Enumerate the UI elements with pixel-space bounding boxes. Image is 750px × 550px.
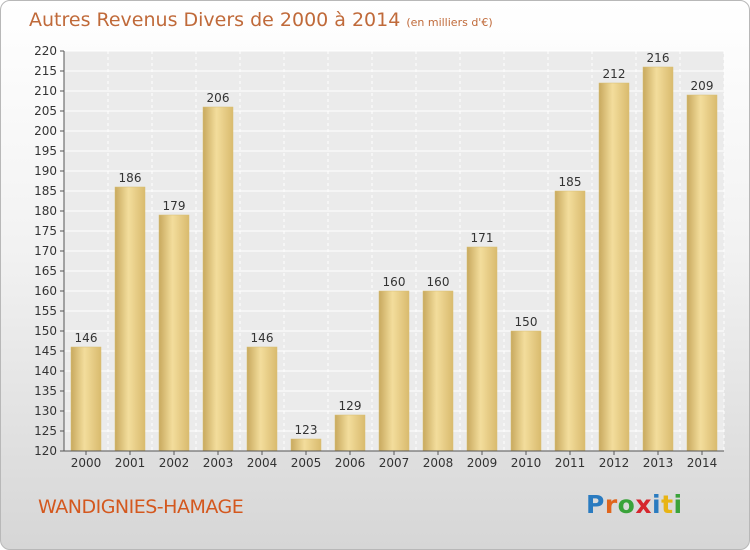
y-tick-label: 185 <box>34 184 57 198</box>
y-tick-label: 190 <box>34 164 57 178</box>
chart-title: Autres Revenus Divers de 2000 à 2014 (en … <box>29 9 493 31</box>
bar <box>246 346 278 452</box>
bar-value-label: 146 <box>75 331 98 345</box>
logo-letter: o <box>617 490 636 519</box>
bar <box>466 246 498 452</box>
bar <box>642 66 674 452</box>
x-tick-label: 2003 <box>203 456 234 470</box>
y-tick-label: 120 <box>34 444 57 458</box>
bar-value-label: 185 <box>559 175 582 189</box>
x-tick-label: 2008 <box>423 456 454 470</box>
bar <box>686 94 718 452</box>
y-tick-label: 160 <box>34 284 57 298</box>
x-tick-label: 2011 <box>555 456 586 470</box>
bar-value-label: 186 <box>119 171 142 185</box>
y-tick-label: 220 <box>34 44 57 58</box>
y-tick-label: 150 <box>34 324 57 338</box>
logo-letter: r <box>604 490 618 519</box>
bar <box>202 106 234 452</box>
y-tick-label: 165 <box>34 264 57 278</box>
y-tick-label: 170 <box>34 244 57 258</box>
x-tick-label: 2012 <box>599 456 630 470</box>
bar <box>598 82 630 452</box>
bar <box>70 346 102 452</box>
bar <box>422 290 454 452</box>
y-tick-label: 125 <box>34 424 57 438</box>
x-tick-label: 2010 <box>511 456 542 470</box>
place-name: WANDIGNIES-HAMAGE <box>38 496 244 518</box>
x-tick-label: 2004 <box>247 456 278 470</box>
y-tick-label: 175 <box>34 224 57 238</box>
x-tick-label: 2002 <box>159 456 190 470</box>
y-tick-label: 135 <box>34 384 57 398</box>
bar-value-label: 129 <box>339 399 362 413</box>
logo-letter: P <box>586 490 605 519</box>
title-unit: (en milliers d'€) <box>406 16 493 29</box>
x-tick-label: 2014 <box>687 456 718 470</box>
x-tick-label: 2009 <box>467 456 498 470</box>
x-tick-label: 2006 <box>335 456 366 470</box>
logo-letter: i <box>652 490 662 519</box>
bar <box>158 214 190 452</box>
bar-value-label: 209 <box>691 79 714 93</box>
logo-letter: x <box>635 490 652 519</box>
y-tick-label: 155 <box>34 304 57 318</box>
x-tick-label: 2001 <box>115 456 146 470</box>
title-main: Autres Revenus Divers de 2000 à 2014 <box>29 9 401 31</box>
bar <box>510 330 542 452</box>
bar-value-label: 146 <box>251 331 274 345</box>
logo-letter: t <box>661 490 674 519</box>
x-tick-label: 2013 <box>643 456 674 470</box>
y-tick-label: 210 <box>34 84 57 98</box>
y-tick-label: 215 <box>34 64 57 78</box>
bar-value-label: 160 <box>383 275 406 289</box>
x-tick-label: 2007 <box>379 456 410 470</box>
y-tick-label: 145 <box>34 344 57 358</box>
bar-value-label: 179 <box>163 199 186 213</box>
bar <box>290 438 322 452</box>
y-tick-label: 200 <box>34 124 57 138</box>
bar-value-label: 206 <box>207 91 230 105</box>
bar-value-label: 160 <box>427 275 450 289</box>
bar <box>554 190 586 452</box>
bar-value-label: 212 <box>603 67 626 81</box>
y-tick-label: 180 <box>34 204 57 218</box>
bar-value-label: 123 <box>295 423 318 437</box>
y-tick-label: 205 <box>34 104 57 118</box>
bar-value-label: 216 <box>647 51 670 65</box>
bar-value-label: 150 <box>515 315 538 329</box>
bar-value-label: 171 <box>471 231 494 245</box>
logo-letter: i <box>673 490 683 519</box>
y-tick-label: 130 <box>34 404 57 418</box>
y-tick-label: 140 <box>34 364 57 378</box>
bar <box>114 186 146 452</box>
bar <box>378 290 410 452</box>
x-tick-label: 2005 <box>291 456 322 470</box>
y-tick-label: 195 <box>34 144 57 158</box>
bar <box>334 414 366 452</box>
x-tick-label: 2000 <box>71 456 102 470</box>
proxiti-logo: Proxiti <box>586 490 683 519</box>
